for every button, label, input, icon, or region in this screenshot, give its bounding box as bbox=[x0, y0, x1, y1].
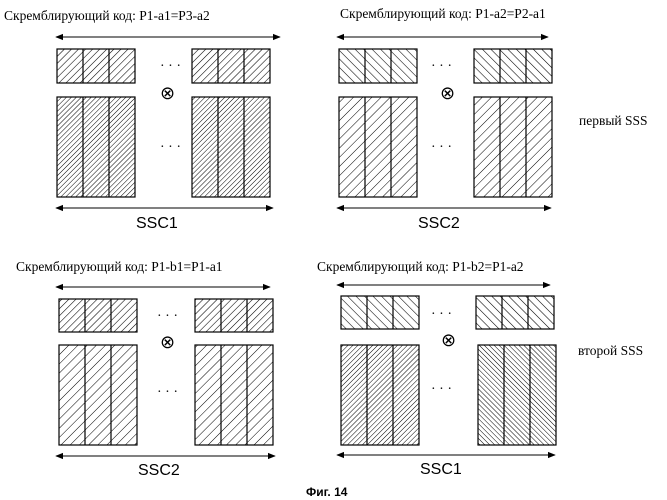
small-sequence-right-1 bbox=[192, 49, 270, 83]
diagram-canvas: Скремблирующий код: P1-a1=P3-a2 · · · ⊗ … bbox=[0, 0, 667, 500]
small-sequence-left-2 bbox=[339, 49, 417, 83]
panel-1: Скремблирующий код: P1-a1=P3-a2 · · · ⊗ … bbox=[4, 8, 280, 232]
scrambling-code-label-2: Скремблирующий код: P1-a2=P2-a1 bbox=[340, 6, 546, 21]
large-sequence-right-4 bbox=[478, 345, 556, 445]
ssc-label-3: SSC2 bbox=[138, 462, 180, 479]
small-sequence-right-2 bbox=[474, 49, 552, 83]
small-sequence-right-4 bbox=[476, 296, 554, 329]
dots-small-4: · · · bbox=[431, 307, 452, 322]
ssc-label-1: SSC1 bbox=[136, 215, 178, 232]
multiply-symbol-1: ⊗ bbox=[160, 83, 175, 103]
large-sequence-left-3 bbox=[59, 345, 137, 445]
ssc-label-2: SSC2 bbox=[418, 215, 460, 232]
panel-4: Скремблирующий код: P1-b2=P1-a2 · · · ⊗ … bbox=[317, 259, 556, 478]
panel-2: Скремблирующий код: P1-a2=P2-a1 · · · ⊗ … bbox=[337, 6, 552, 232]
small-sequence-left-3 bbox=[59, 299, 137, 332]
multiply-symbol-2: ⊗ bbox=[440, 83, 455, 103]
small-sequence-right-3 bbox=[195, 299, 273, 332]
large-sequence-left-4 bbox=[341, 345, 419, 445]
figure-caption: Фиг. 14 bbox=[306, 485, 348, 499]
dots-small-3: · · · bbox=[157, 309, 178, 324]
large-sequence-left-1 bbox=[57, 97, 135, 197]
large-sequence-right-2 bbox=[474, 97, 552, 197]
scrambling-code-label-1: Скремблирующий код: P1-a1=P3-a2 bbox=[4, 8, 210, 23]
ssc-label-4: SSC1 bbox=[420, 461, 462, 478]
large-sequence-right-1 bbox=[192, 97, 270, 197]
multiply-symbol-3: ⊗ bbox=[160, 332, 175, 352]
small-sequence-left-1 bbox=[57, 49, 135, 83]
large-sequence-left-2 bbox=[339, 97, 417, 197]
dots-large-3: · · · bbox=[157, 385, 178, 400]
multiply-symbol-4: ⊗ bbox=[441, 330, 456, 350]
panel-3: Скремблирующий код: P1-b1=P1-a1 · · · ⊗ … bbox=[16, 259, 275, 479]
dots-large-4: · · · bbox=[431, 382, 452, 397]
dots-small-1: · · · bbox=[160, 59, 181, 74]
scrambling-code-label-4: Скремблирующий код: P1-b2=P1-a2 bbox=[317, 259, 524, 274]
dots-small-2: · · · bbox=[431, 59, 452, 74]
dots-large-2: · · · bbox=[431, 140, 452, 155]
large-sequence-right-3 bbox=[195, 345, 273, 445]
dots-large-1: · · · bbox=[160, 140, 181, 155]
side-label-first-sss: первый SSS bbox=[579, 113, 648, 128]
scrambling-code-label-3: Скремблирующий код: P1-b1=P1-a1 bbox=[16, 259, 223, 274]
small-sequence-left-4 bbox=[341, 296, 419, 329]
side-label-second-sss: второй SSS bbox=[578, 343, 643, 358]
